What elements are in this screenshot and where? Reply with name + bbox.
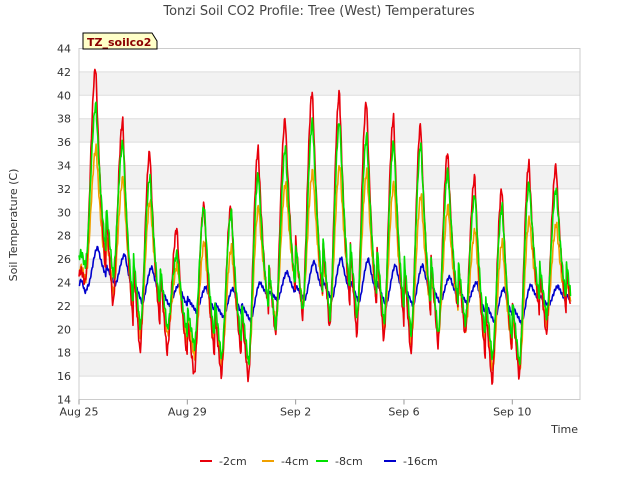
grid-band bbox=[79, 142, 580, 166]
chart-title: Tonzi Soil CO2 Profile: Tree (West) Temp… bbox=[162, 4, 475, 19]
y-tick-label: 24 bbox=[57, 277, 71, 290]
y-axis: 14 16 18 20 22 24 26 28 30 32 34 36 38 40 42 44 bbox=[57, 43, 71, 407]
y-axis-title: Soil Temperature (C) bbox=[7, 169, 20, 282]
x-tick-label: Sep 2 bbox=[280, 406, 311, 419]
grid-band bbox=[79, 188, 580, 213]
y-tick-label: 32 bbox=[57, 183, 71, 196]
x-tick-label: Sep 6 bbox=[388, 406, 419, 419]
y-tick-label: 34 bbox=[57, 160, 71, 173]
y-tick-label: 18 bbox=[57, 347, 71, 360]
legend-label--8cm: -8cm bbox=[335, 455, 363, 468]
x-tick-label: Aug 29 bbox=[168, 406, 207, 419]
grid-band bbox=[79, 95, 580, 119]
site-badge-label: TZ_soilco2 bbox=[87, 36, 151, 49]
y-tick-label: 28 bbox=[57, 230, 71, 243]
y-tick-label: 16 bbox=[57, 370, 71, 383]
series-line--8cm bbox=[78, 101, 572, 366]
legend: -2cm -4cm -8cm -16cm bbox=[200, 455, 438, 468]
legend-label--16cm: -16cm bbox=[403, 455, 438, 468]
plot-frame bbox=[78, 48, 581, 400]
grid-band bbox=[79, 376, 580, 400]
x-tick-label: Sep 10 bbox=[493, 406, 531, 419]
x-axis-title: Time bbox=[550, 423, 578, 436]
y-tick-label: 30 bbox=[57, 206, 71, 219]
legend-label--2cm: -2cm bbox=[219, 455, 247, 468]
series-lines bbox=[78, 68, 572, 385]
grid-bands bbox=[79, 48, 580, 400]
x-axis: Aug 25 Aug 29 Sep 2 Sep 6 Sep 10 bbox=[60, 399, 531, 419]
legend-label--4cm: -4cm bbox=[281, 455, 309, 468]
grid-band bbox=[79, 71, 580, 96]
y-tick-label: 20 bbox=[57, 323, 71, 336]
grid-band bbox=[79, 352, 580, 377]
y-tick-label: 44 bbox=[57, 43, 71, 56]
x-tick-label: Aug 25 bbox=[60, 406, 99, 419]
grid-band bbox=[79, 118, 580, 143]
y-tick-label: 42 bbox=[57, 66, 71, 79]
grid-band bbox=[79, 48, 580, 72]
y-tick-label: 22 bbox=[57, 300, 71, 313]
y-tick-label: 36 bbox=[57, 136, 71, 149]
grid-band bbox=[79, 165, 580, 189]
y-tick-label: 26 bbox=[57, 253, 71, 266]
y-tick-label: 14 bbox=[57, 394, 71, 407]
y-tick-label: 38 bbox=[57, 113, 71, 126]
y-tick-label: 40 bbox=[57, 89, 71, 102]
site-badge: TZ_soilco2 bbox=[82, 32, 158, 50]
grid-band bbox=[79, 329, 580, 353]
